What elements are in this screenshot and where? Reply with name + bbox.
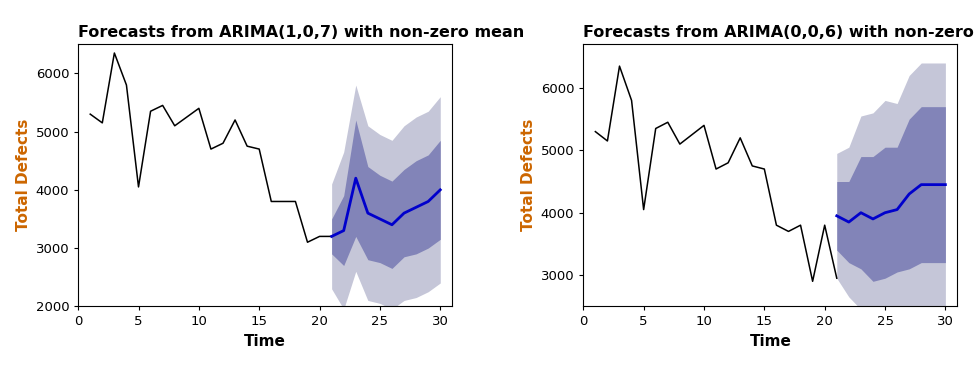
- Text: Forecasts from ARIMA(0,0,6) with non-zero mean: Forecasts from ARIMA(0,0,6) with non-zer…: [583, 25, 977, 40]
- Y-axis label: Total Defects: Total Defects: [17, 119, 31, 231]
- X-axis label: Time: Time: [749, 334, 791, 349]
- Y-axis label: Total Defects: Total Defects: [522, 119, 536, 231]
- X-axis label: Time: Time: [244, 334, 286, 349]
- Text: Forecasts from ARIMA(1,0,7) with non-zero mean: Forecasts from ARIMA(1,0,7) with non-zer…: [78, 25, 525, 40]
